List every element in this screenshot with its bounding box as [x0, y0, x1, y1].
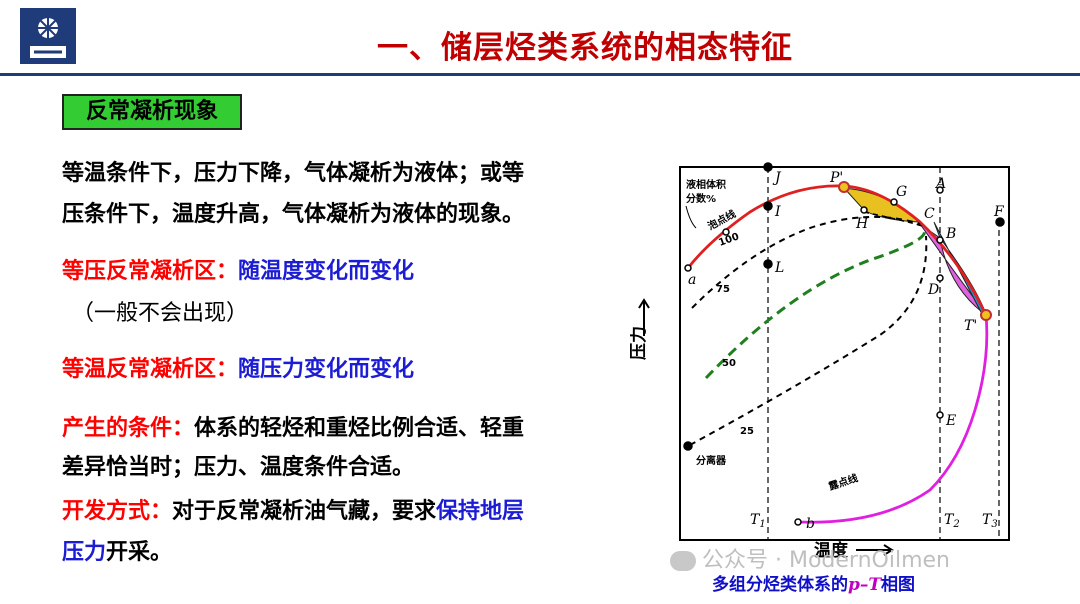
point-label-c: C: [924, 206, 935, 222]
curve-label-50: 50: [722, 358, 736, 369]
figure-caption: 多组分烃类体系的p–T相图: [712, 575, 916, 595]
section-tag: 反常凝析现象: [62, 94, 242, 130]
curve-hg: [863, 211, 923, 227]
isothermal-text: 随压力变化而变化: [238, 357, 415, 382]
point-label-f: F: [993, 204, 1005, 220]
curve-50: [704, 229, 926, 380]
point-label-i: I: [774, 204, 781, 220]
point-label-j: J: [772, 170, 782, 186]
point-label-b: B: [945, 226, 956, 242]
development-highlight-2: 压力: [62, 540, 107, 565]
conditions-label: 产生的条件：: [62, 416, 195, 441]
curve-25: [689, 235, 928, 446]
y-axis-arrow-icon: [638, 298, 650, 336]
development-line-2: 压力开采。: [62, 537, 172, 568]
isothermal-label: 等温反常凝析区：: [62, 357, 239, 382]
x-axis-label: 温度: [814, 540, 849, 561]
watermark: 公众号 · ModernOilmen: [670, 542, 950, 574]
isobaric-note: （一般不会出现）: [72, 301, 249, 326]
temp-label-t3: T3: [982, 512, 998, 530]
header-divider: [0, 73, 1080, 76]
dew-point-curve: [797, 314, 989, 524]
logo-icon: [20, 8, 76, 64]
point-label-g: G: [896, 184, 907, 200]
diagram-frame: [679, 166, 1010, 541]
curve-label-25: 25: [740, 426, 754, 437]
point-label-d: D: [927, 282, 939, 298]
point-label-l: L: [774, 260, 784, 276]
development-highlight: 保持地层: [436, 499, 525, 524]
development-line-1: 开发方式：对于反常凝析油气藏，要求保持地层: [62, 496, 524, 527]
development-label: 开发方式：: [62, 499, 173, 524]
definition-line-1: 等温条件下，压力下降，气体凝析为液体；或等: [62, 161, 525, 186]
point-label-p: P': [829, 170, 843, 186]
development-text: 对于反常凝析油气藏，要求: [172, 499, 437, 524]
temp-label-t2: T2: [944, 512, 960, 530]
isobaric-line: 等压反常凝析区：随温度变化而变化: [62, 256, 414, 287]
definition-line-2: 压条件下，温度升高，气体凝析为液体的现象。: [62, 202, 525, 227]
point-label-b-lower: b: [806, 516, 815, 532]
isobaric-label: 等压反常凝析区：: [62, 259, 239, 284]
wechat-icon: [670, 551, 696, 571]
page-title: 一、储层烃类系统的相态特征: [377, 30, 793, 66]
legend-line-1: 液相体积: [686, 178, 726, 191]
separator-label: 分离器: [696, 454, 727, 467]
development-end: 开采。: [106, 540, 173, 565]
point-label-a: A: [934, 176, 946, 192]
conditions-text: 体系的轻烃和重烃比例合适、轻重: [194, 416, 525, 441]
curve-label-75: 75: [716, 284, 730, 295]
conditions-line-2: 差异恰当时；压力、温度条件合适。: [62, 455, 415, 480]
point-label-t: T': [964, 318, 977, 334]
conditions-line-1: 产生的条件：体系的轻烃和重烃比例合适、轻重: [62, 413, 524, 444]
point-label-e: E: [945, 413, 956, 429]
legend-pointer: [685, 205, 697, 229]
temp-label-t1: T1: [750, 512, 766, 530]
point-label-a-lower: a: [688, 272, 696, 288]
isobaric-text: 随温度变化而变化: [238, 259, 415, 284]
point-label-h: H: [855, 216, 869, 232]
legend-line-2: 分数%: [686, 192, 716, 205]
isothermal-line: 等温反常凝析区：随压力变化而变化: [62, 354, 414, 385]
x-axis-arrow-icon: [856, 544, 894, 556]
phase-diagram: 压力 J I L P' G H C A: [630, 162, 1010, 561]
points: [683, 162, 1005, 526]
y-axis-label: 压力: [630, 326, 649, 360]
header: 一、储层烃类系统的相态特征: [0, 0, 1080, 72]
